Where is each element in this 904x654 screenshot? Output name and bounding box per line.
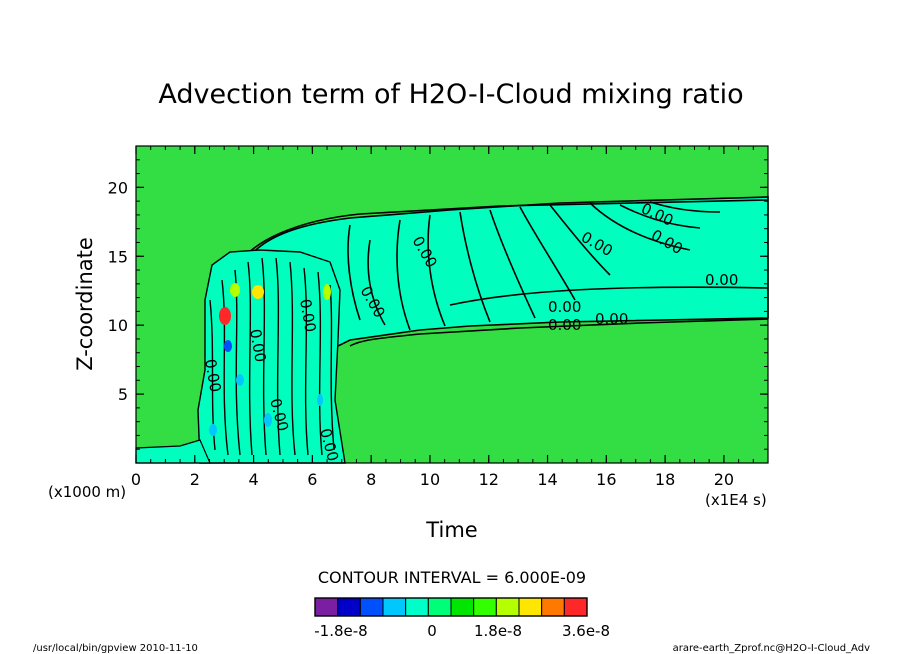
y-axis-label: Z-coordinate xyxy=(73,237,97,371)
x-tick-label: 14 xyxy=(537,470,557,489)
x-tick-label: 0 xyxy=(131,470,141,489)
colorbar-swatch xyxy=(359,597,384,617)
y-unit-label: (x1000 m) xyxy=(48,483,126,501)
contour-label: 0.00 xyxy=(201,358,225,394)
colorbar-swatch xyxy=(563,597,588,617)
footer-left: /usr/local/bin/gpview 2010-11-10 xyxy=(33,643,198,654)
x-tick-label: 18 xyxy=(655,470,675,489)
contour-label: 0.00 xyxy=(595,310,628,328)
colorbar-swatch xyxy=(518,597,543,617)
convective-column xyxy=(197,249,346,464)
colorbar-swatch xyxy=(427,597,452,617)
plot-frame xyxy=(135,145,769,464)
column-striations xyxy=(209,257,335,456)
x-tick-label: 2 xyxy=(190,470,200,489)
colorbar-swatch xyxy=(314,597,339,617)
x-tick-label: 4 xyxy=(248,470,258,489)
contour-label: 0.00 xyxy=(246,328,270,364)
x-tick-label: 16 xyxy=(596,470,616,489)
x-axis-label: Time xyxy=(425,518,477,542)
extrema-blobs xyxy=(209,283,331,436)
band-lower-contour xyxy=(349,318,769,347)
contour-label: 0.00 xyxy=(705,271,738,289)
x-tick-label: 6 xyxy=(307,470,317,489)
y-tick-label: 10 xyxy=(108,316,128,335)
y-axis: 5 10 15 20 xyxy=(108,159,768,450)
x-tick-label: 12 xyxy=(479,470,499,489)
x-axis: 0 2 4 6 8 10 12 14 16 18 20 xyxy=(131,146,769,489)
chart-title: Advection term of H2O-I-Cloud mixing rat… xyxy=(158,79,743,110)
colorbar-labels: -1.8e-8 0 1.8e-8 3.6e-8 xyxy=(314,622,610,640)
x-tick-label: 8 xyxy=(366,470,376,489)
colorbar-label: 0 xyxy=(427,622,437,640)
colorbar-swatch xyxy=(405,597,429,617)
colorbar xyxy=(314,597,588,617)
x-unit-label: (x1E4 s) xyxy=(705,491,767,509)
y-tick-label: 5 xyxy=(118,385,128,404)
y-tick-label: 20 xyxy=(108,178,128,197)
colorbar-swatch xyxy=(382,597,407,617)
colorbar-swatch xyxy=(337,597,361,617)
contour-label: 0.00 xyxy=(296,298,320,334)
colorbar-label: 1.8e-8 xyxy=(474,622,522,640)
band-striations xyxy=(347,201,769,331)
x-tick-label: 10 xyxy=(420,470,440,489)
colorbar-frame xyxy=(314,597,588,617)
colorbar-label: 3.6e-8 xyxy=(562,622,610,640)
x-tick-label: 20 xyxy=(714,470,734,489)
y-tick-label: 15 xyxy=(108,247,128,266)
colorbar-swatch xyxy=(495,597,520,617)
contour-interval-text: CONTOUR INTERVAL = 6.000E-09 xyxy=(318,568,586,587)
contour-label: 0.00 xyxy=(548,298,581,316)
colorbar-swatch xyxy=(450,597,475,617)
colorbar-swatch xyxy=(473,597,497,617)
footer-right: arare-earth_Zprof.nc@H2O-I-Cloud_Adv xyxy=(673,643,870,654)
colorbar-label: -1.8e-8 xyxy=(314,622,367,640)
contour-label: 0.00 xyxy=(548,316,581,334)
colorbar-swatch xyxy=(541,597,565,617)
